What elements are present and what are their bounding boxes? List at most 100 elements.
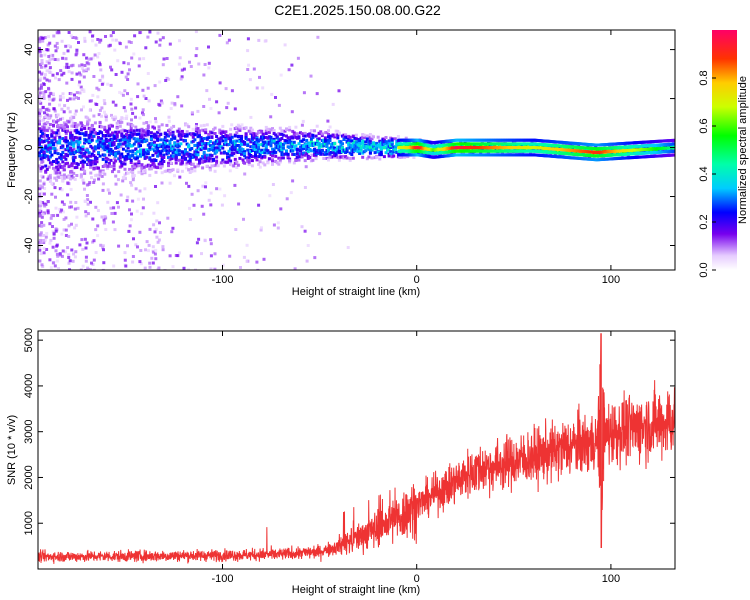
spectrogram-noise-cell xyxy=(220,203,224,207)
spectrogram-band-cell xyxy=(277,156,281,160)
spectrogram-band-cell xyxy=(258,154,262,158)
spectrogram-noise-cell xyxy=(53,186,57,190)
spectrogram-band-cell xyxy=(134,132,138,136)
spectrogram-band-cell xyxy=(168,170,172,174)
spectrogram-band-cell xyxy=(370,137,374,141)
spectrogram-noise-cell xyxy=(74,53,78,57)
spectrogram-noise-cell xyxy=(161,248,165,252)
spectrogram-band-cell xyxy=(151,147,155,151)
spectrogram-band-cell xyxy=(120,161,124,165)
spectrogram-band-cell xyxy=(328,139,332,143)
spectrogram-noise-cell xyxy=(41,96,44,100)
spectrogram-band-cell xyxy=(375,144,379,148)
spectrogram-noise-cell xyxy=(119,193,123,197)
spectrogram-band-cell xyxy=(305,142,309,146)
spectrogram-band-cell xyxy=(125,144,128,148)
spectrogram-noise-cell xyxy=(223,194,227,198)
spectrogram-band-cell xyxy=(354,141,358,145)
spectrogram-noise-cell xyxy=(42,234,46,237)
spectrogram-band-cell xyxy=(44,115,48,119)
spectrogram-band-cell xyxy=(187,125,191,129)
spectrogram-noise-cell xyxy=(95,103,99,106)
spectrogram-band-cell xyxy=(224,160,228,164)
spectrogram-band-cell xyxy=(252,142,256,145)
spectrogram-band-cell xyxy=(382,146,386,150)
spectrogram-band-cell xyxy=(204,144,208,148)
spectrogram-noise-cell xyxy=(326,119,330,123)
spectrogram-band-cell xyxy=(62,155,66,159)
spectrogram-band-cell xyxy=(634,150,638,154)
spectrogram-noise-cell xyxy=(101,246,105,250)
spectrogram-band-cell xyxy=(93,145,97,149)
spectrogram-noise-cell xyxy=(56,213,60,217)
spectrogram-band-cell xyxy=(56,141,60,145)
spectrogram-band-cell xyxy=(339,155,343,159)
spectrogram-band-cell xyxy=(174,155,178,159)
spectrogram-band-cell xyxy=(243,152,247,156)
spectrogram-noise-cell xyxy=(142,113,145,117)
spectrogram-noise-cell xyxy=(84,67,88,71)
spectrogram-band-cell xyxy=(238,150,242,154)
spectrogram-noise-cell xyxy=(38,214,42,218)
spectrogram-band-cell xyxy=(114,152,118,156)
spectrogram-band-cell xyxy=(114,136,118,140)
spectrogram-band-cell xyxy=(111,124,114,128)
spectrogram-band-cell xyxy=(154,159,158,162)
spectrogram-band-cell xyxy=(117,130,121,134)
spectrogram-noise-cell xyxy=(243,172,247,176)
spectrogram-band-cell xyxy=(62,127,66,131)
spectrogram-band-cell xyxy=(104,145,108,149)
spectrogram-band-cell xyxy=(160,149,164,153)
spectrogram-noise-cell xyxy=(158,221,161,225)
spectrogram-noise-cell xyxy=(113,115,117,119)
spectrogram-noise-cell xyxy=(140,166,144,170)
spectrogram-band-cell xyxy=(266,161,270,165)
spectrogram-band-cell xyxy=(135,128,139,132)
spectrogram-noise-cell xyxy=(67,256,71,259)
spectrogram-band-cell xyxy=(255,150,259,154)
spectrogram-band-cell xyxy=(98,154,102,158)
spectrogram-noise-cell xyxy=(112,206,116,210)
spectrogram-band-cell xyxy=(129,130,133,134)
spectrogram-band-cell xyxy=(134,165,138,169)
spectrogram-band-cell xyxy=(41,165,45,169)
spectrogram-band-cell xyxy=(308,156,312,159)
spectrogram-noise-cell xyxy=(124,75,128,79)
spectrogram-noise-cell xyxy=(63,104,67,108)
spectrogram-noise-cell xyxy=(168,42,172,46)
spectrogram-band-cell xyxy=(179,137,183,141)
spectrogram-band-cell xyxy=(160,123,164,127)
spectrogram-band-cell xyxy=(261,132,265,136)
spectrogram-band-cell xyxy=(87,141,91,145)
spectrogram-band-cell xyxy=(278,138,282,142)
spectrogram-noise-cell xyxy=(285,197,289,201)
spectrogram-noise-cell xyxy=(197,237,201,241)
spectrogram-noise-cell xyxy=(82,53,86,57)
spectrogram-noise-cell xyxy=(233,154,237,158)
spectrogram-noise-cell xyxy=(111,31,115,34)
spectrogram-band-cell xyxy=(219,151,223,155)
spectrogram-band-cell xyxy=(151,162,155,165)
spectrogram-band-cell xyxy=(146,132,150,136)
spectrogram-noise-cell xyxy=(38,192,42,196)
spectrogram-noise-cell xyxy=(62,71,66,75)
spectrogram-band-cell xyxy=(188,161,192,165)
spectrogram-band-cell xyxy=(235,166,239,169)
spectrogram-noise-cell xyxy=(143,266,147,270)
spectrogram-band-cell xyxy=(171,134,175,138)
spectrogram-noise-cell xyxy=(233,107,237,111)
spectrogram-band-cell xyxy=(114,154,118,158)
spectrogram-band-cell xyxy=(207,142,211,146)
spectrogram-noise-cell xyxy=(38,244,42,248)
spectrogram-noise-cell xyxy=(79,73,83,77)
spectrogram-noise-cell xyxy=(166,216,170,220)
spectrogram-band-cell xyxy=(218,128,222,132)
spectrogram-band-cell xyxy=(159,166,163,170)
spectrogram-noise-cell xyxy=(88,30,92,34)
spectrogram-band-cell xyxy=(249,130,253,134)
spectrogram-noise-cell xyxy=(42,251,46,255)
spectrogram-band-cell xyxy=(194,148,198,152)
spectrogram-noise-cell xyxy=(40,72,43,76)
spectrogram-band-cell xyxy=(79,121,83,125)
spectrogram-noise-cell xyxy=(72,252,75,256)
